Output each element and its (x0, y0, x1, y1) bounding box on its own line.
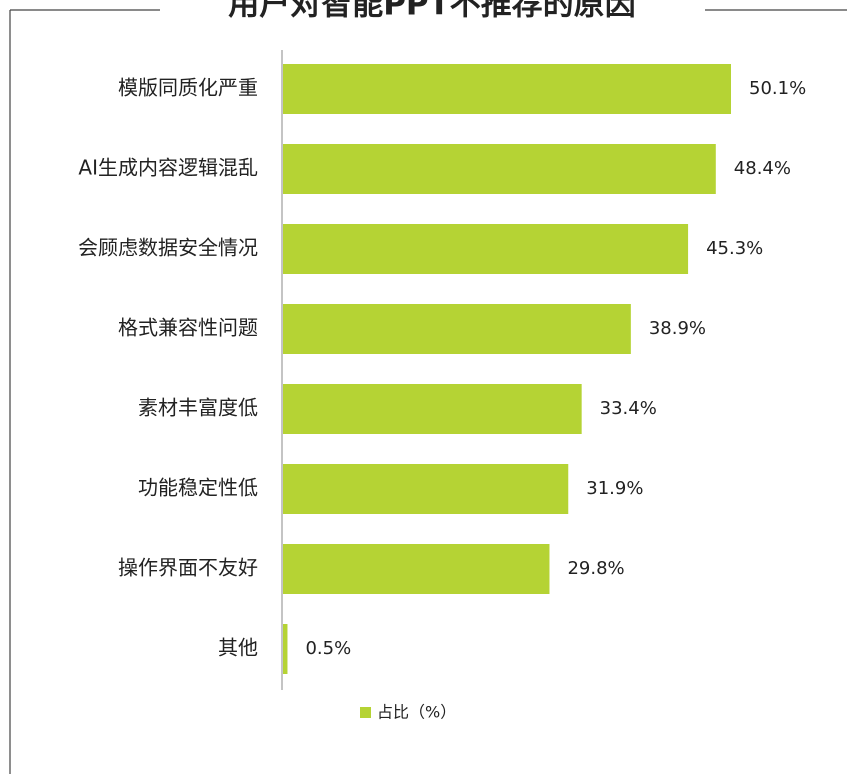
value-label: 31.9% (586, 478, 643, 499)
bar (283, 464, 569, 514)
chart-title: 用户对智能PPT不推荐的原因 (228, 0, 636, 23)
value-label: 33.4% (600, 398, 657, 419)
y-tick-label: 功能稳定性低 (138, 476, 258, 500)
bar (283, 64, 731, 114)
y-tick-label: 其他 (218, 636, 258, 660)
y-tick-label: 素材丰富度低 (138, 396, 258, 420)
bar (283, 304, 631, 354)
y-tick-label: 格式兼容性问题 (118, 316, 258, 340)
legend-swatch (360, 707, 371, 718)
value-label: 0.5% (305, 638, 351, 659)
legend-label: 占比（%） (377, 703, 456, 722)
bar (283, 144, 716, 194)
value-label: 29.8% (567, 558, 624, 579)
value-label: 45.3% (706, 238, 763, 259)
y-tick-label: AI生成内容逻辑混乱 (78, 156, 258, 180)
value-label: 38.9% (649, 318, 706, 339)
bar (283, 544, 550, 594)
y-tick-label: 会顾虑数据安全情况 (78, 236, 258, 260)
y-tick-label: 模版同质化严重 (118, 76, 258, 100)
value-label: 50.1% (749, 78, 806, 99)
bar (283, 624, 288, 674)
value-label: 48.4% (734, 158, 791, 179)
bar (283, 224, 689, 274)
y-tick-label: 操作界面不友好 (118, 556, 258, 580)
bar (283, 384, 582, 434)
